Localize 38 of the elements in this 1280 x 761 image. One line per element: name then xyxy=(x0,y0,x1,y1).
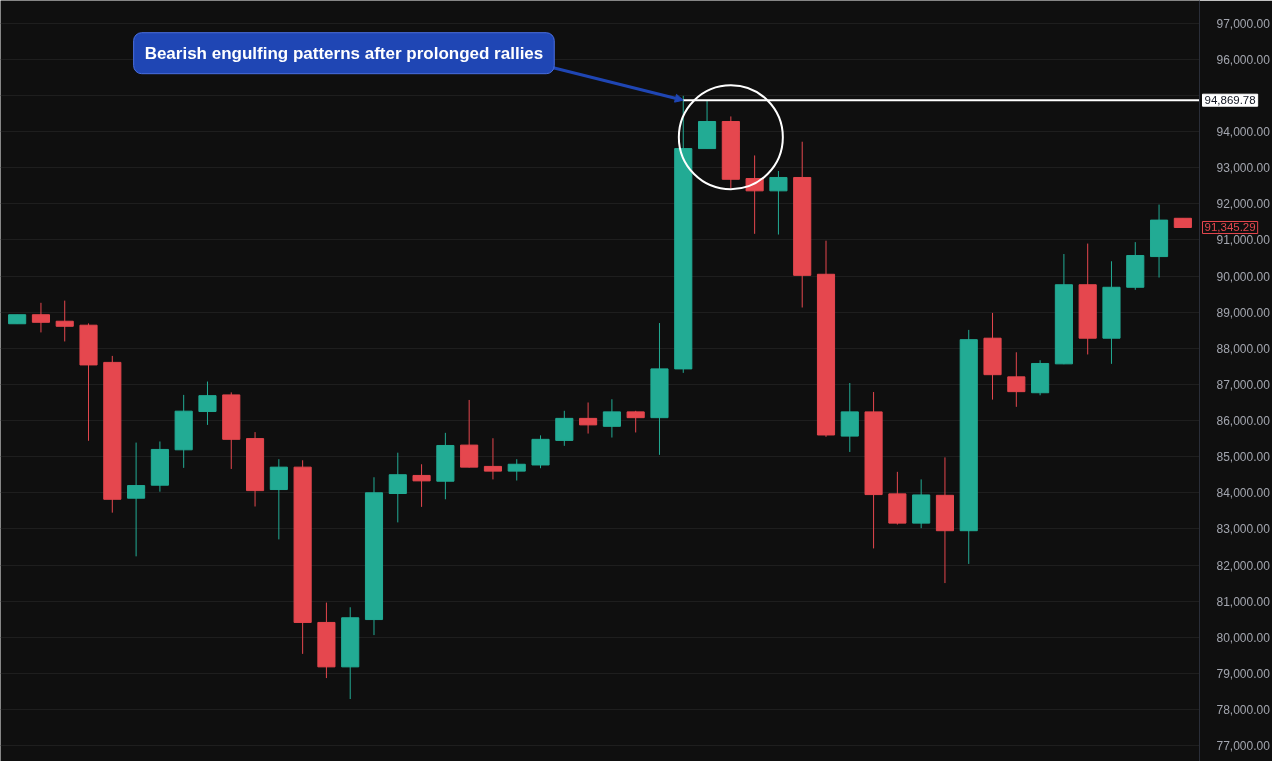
y-tick-label: 90,000.00 xyxy=(1216,269,1271,284)
candlestick xyxy=(198,381,217,426)
annotation: Bearish engulfing patterns after prolonged rallies xyxy=(144,43,544,63)
y-tick-label: 80,000.00 xyxy=(1216,630,1271,645)
candlestick xyxy=(483,437,503,480)
y-tick-label: 87,000.00 xyxy=(1216,377,1271,392)
y-tick-label: 78,000.00 xyxy=(1216,702,1271,717)
y-tick-label: 79,000.00 xyxy=(1216,666,1271,681)
y-tick-label: 81,000.00 xyxy=(1216,594,1271,609)
y-tick-label: 97,000.00 xyxy=(1216,16,1271,31)
y-tick-label: 91,000.00 xyxy=(1216,233,1271,248)
y-tick-label: 83,000.00 xyxy=(1216,522,1271,537)
y-tick-label: 96,000.00 xyxy=(1216,52,1271,67)
y-tick-label: 88,000.00 xyxy=(1216,341,1271,356)
candlestick xyxy=(460,399,479,468)
candlestick xyxy=(127,442,146,557)
y-tick-label: 89,000.00 xyxy=(1216,305,1271,320)
y-tick-label: 85,000.00 xyxy=(1216,450,1271,465)
candlestick xyxy=(602,398,621,439)
candlestick xyxy=(412,463,431,508)
candlestick xyxy=(55,300,74,342)
ref-line-label: 94,869.78 xyxy=(1204,94,1256,107)
y-tick-label: 93,000.00 xyxy=(1216,161,1271,176)
candlestick xyxy=(769,170,788,236)
text: 91,345.29 xyxy=(1204,221,1256,234)
y-tick-label: 77,000.00 xyxy=(1216,739,1271,754)
candlestick xyxy=(1007,351,1026,408)
y-tick-label: 86,000.00 xyxy=(1216,414,1271,429)
candlestick xyxy=(31,302,51,333)
y-tick-label: 82,000.00 xyxy=(1216,558,1271,573)
candlestick xyxy=(507,458,526,481)
y-tick-label: 94,000.00 xyxy=(1216,125,1271,140)
candlestick xyxy=(579,401,598,435)
candlestick xyxy=(555,410,574,447)
candlestick xyxy=(269,458,288,540)
y-tick-label: 84,000.00 xyxy=(1216,486,1271,501)
y-tick-label: 92,000.00 xyxy=(1216,197,1271,212)
candlestick xyxy=(388,452,407,523)
